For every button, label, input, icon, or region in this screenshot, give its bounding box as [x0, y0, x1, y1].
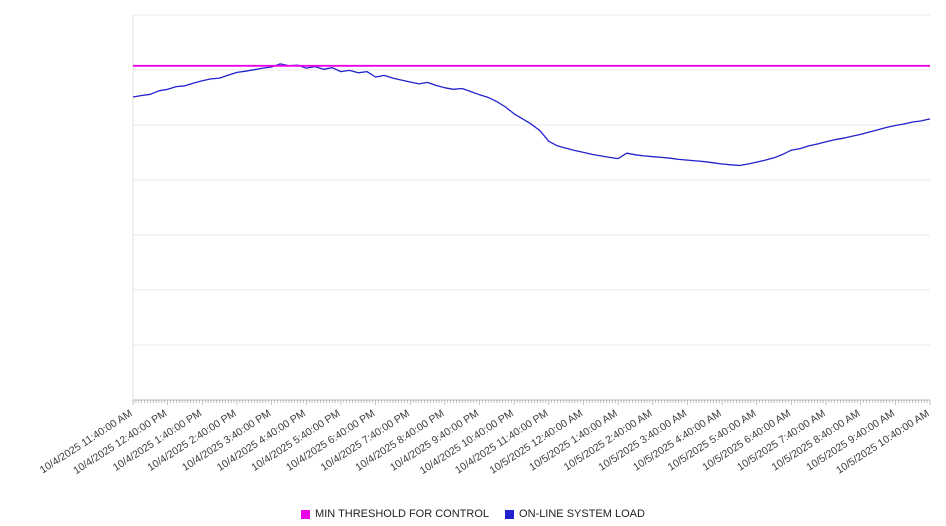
- load-swatch-icon: [505, 509, 515, 519]
- chart-legend: MIN THRESHOLD FOR CONTROL ON-LINE SYSTEM…: [0, 508, 946, 520]
- legend-item-threshold: MIN THRESHOLD FOR CONTROL: [301, 508, 489, 520]
- threshold-swatch-icon: [301, 509, 311, 519]
- legend-item-load: ON-LINE SYSTEM LOAD: [505, 508, 645, 520]
- online-system-load-line: [132, 63, 931, 167]
- legend-label-load: ON-LINE SYSTEM LOAD: [519, 508, 645, 520]
- legend-label-threshold: MIN THRESHOLD FOR CONTROL: [315, 508, 490, 520]
